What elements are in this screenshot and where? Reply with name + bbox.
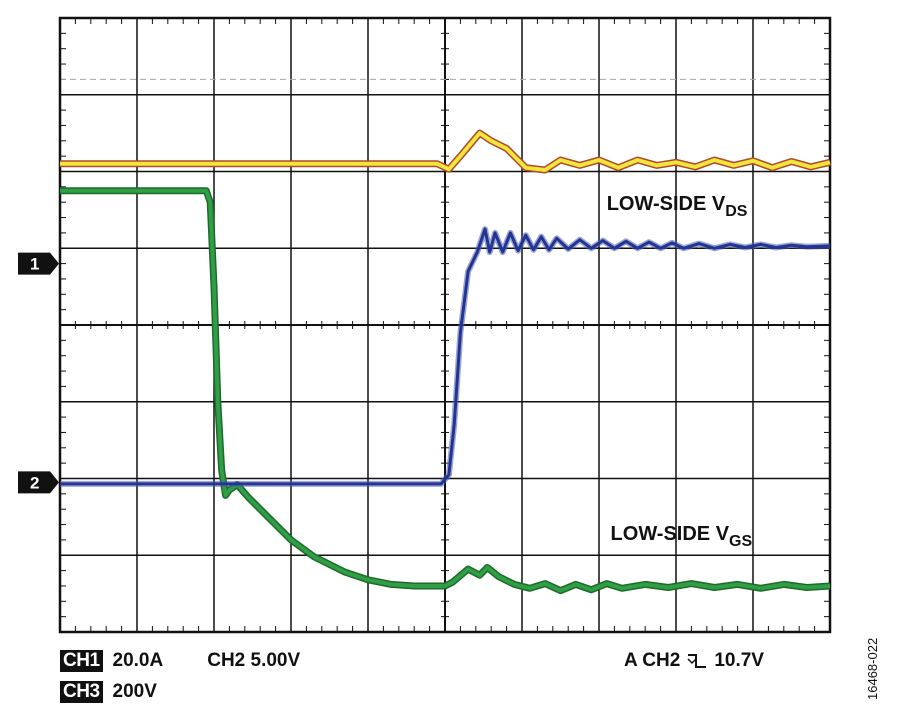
annotation-ds: LOW-SIDE VDS bbox=[607, 193, 748, 220]
ch3-trace bbox=[60, 227, 831, 486]
trigger-source: A CH2 bbox=[624, 650, 681, 671]
figure-id: 16468-022 bbox=[865, 637, 880, 700]
channel-marker-2 bbox=[18, 471, 59, 494]
annotation-gs: LOW-SIDE VGS bbox=[611, 523, 753, 550]
graticule bbox=[58, 16, 832, 634]
ch1-trace bbox=[60, 131, 831, 172]
ch1-badge: CH1 bbox=[60, 650, 103, 672]
ch3-badge: CH3 bbox=[60, 681, 103, 703]
trigger-readout: A CH2 10.7V bbox=[624, 648, 764, 674]
annotation-subscript: GS bbox=[729, 533, 752, 550]
ch2-scale: CH2 5.00V bbox=[207, 650, 301, 671]
ch1-scale: 20.0A bbox=[112, 650, 164, 671]
trigger-level: 10.7V bbox=[714, 650, 764, 671]
plot-border bbox=[58, 16, 832, 634]
channel-marker-1 bbox=[18, 252, 59, 275]
ch3-scale: 200V bbox=[112, 681, 157, 702]
scale-row-1: CH1 20.0A CH2 5.00V bbox=[60, 648, 300, 674]
falling-edge-icon bbox=[687, 654, 707, 668]
traces bbox=[60, 129, 831, 595]
annotation-subscript: DS bbox=[725, 203, 748, 220]
ch2-trace bbox=[60, 188, 831, 593]
channel-markers: 12 bbox=[18, 252, 59, 494]
scale-row-2: CH3 200V bbox=[60, 679, 157, 705]
channel-marker-label-1: 1 bbox=[30, 255, 39, 274]
channel-marker-label-2: 2 bbox=[30, 473, 39, 492]
